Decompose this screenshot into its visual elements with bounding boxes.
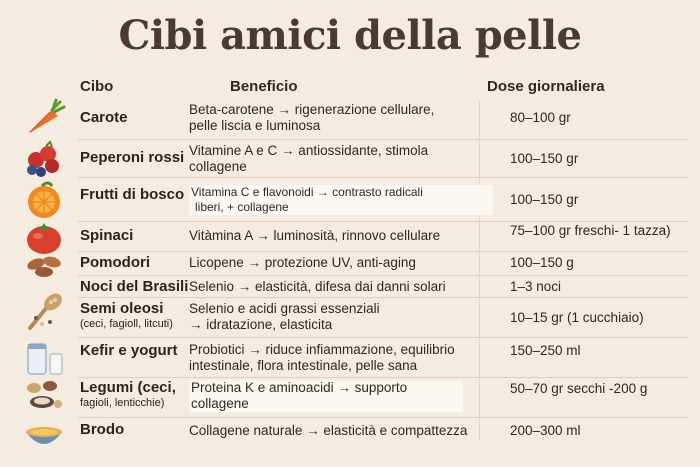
broth-bowl-icon [26, 427, 62, 444]
benefit-line: pelle liscia e luminosa [189, 118, 321, 133]
food-name: Legumi (ceci, fagioli, lenticchie) [80, 379, 176, 409]
benefit-line: intestinale, flora intestinale, pelle sa… [189, 358, 418, 373]
benefit-line: collagene [191, 396, 249, 411]
row-divider [78, 251, 688, 252]
row-divider [78, 337, 688, 338]
benefit-line: collagene [189, 159, 247, 174]
benefit-line: Vitamina C e flavonoidi → contrasto radi… [191, 185, 423, 199]
food-name: Noci del Brasili [80, 278, 189, 295]
dose-value: 100–150 g [510, 255, 574, 270]
dose-value: 80–100 gr [510, 110, 571, 125]
row-divider [78, 377, 688, 378]
benefit-text: Proteina K e aminoacidi → supporto colla… [189, 380, 463, 412]
food-name: Kefir e yogurt [80, 342, 178, 359]
benefit-line: Vitamine A e C → antiossidante, stimola [189, 143, 429, 158]
benefit-line: Probiotici → riduce infiammazione, equil… [189, 342, 455, 357]
benefit-text: Selenio → elasticità, difesa dai danni s… [189, 279, 446, 294]
table-row: Pomodori Licopene → protezione UV, anti-… [0, 252, 700, 277]
benefit-text: Beta-carotene → rigenerazione cellulare,… [189, 102, 489, 134]
benefit-line: Selenio e acidi grassi essenziali [189, 301, 380, 316]
table-row: Carote Beta-carotene → rigenerazione cel… [0, 96, 700, 140]
dose-value: 100–150 gr [510, 151, 579, 166]
benefit-line: → idratazione, elasticita [189, 317, 333, 332]
dose-value: 1–3 noci [510, 279, 562, 294]
row-divider [78, 297, 688, 298]
row-divider [78, 275, 688, 276]
row-divider [78, 221, 688, 222]
benefit-text: Vitàmina A → luminosità, rinnovo cellula… [189, 228, 441, 243]
food-name: Semi oleosi (ceci, fagioll, litcuti) [80, 300, 173, 330]
row-divider [78, 177, 688, 178]
header-food: Cibo [80, 78, 114, 95]
orange-icon [28, 181, 60, 218]
seeds-spoon-icon [28, 293, 62, 330]
table-row: Spinaci Vitàmina A → luminosità, rinnovo… [0, 222, 700, 254]
food-name-sub: (ceci, fagioll, litcuti) [80, 318, 173, 330]
kefir-jar-icon [27, 343, 63, 375]
food-name-main: Legumi (ceci, [80, 379, 176, 396]
dose-value: 75–100 gr freschi- 1 tazza) [510, 223, 671, 238]
food-name: Brodo [80, 421, 125, 438]
benefit-text: Selenio e acidi grassi essenziali → idra… [189, 301, 489, 333]
legumes-icon [27, 381, 62, 408]
carrot-icon [28, 98, 66, 134]
row-divider [78, 417, 688, 418]
benefit-text: Licopene → protezione UV, anti-aging [189, 255, 416, 270]
benefit-line: Proteina K e aminoacidi → supporto [191, 380, 408, 395]
food-name-main: Semi oleosi [80, 300, 164, 317]
header-benefit: Beneficio [230, 78, 298, 95]
food-name: Frutti di bosco [80, 186, 185, 203]
table-row: Noci del Brasili Selenio → elasticità, d… [0, 276, 700, 298]
table-row: Legumi (ceci, fagioli, lenticchie) Prote… [0, 378, 700, 418]
food-name-sub: fagioli, lenticchie) [80, 397, 165, 409]
berries-icon [27, 140, 59, 177]
dose-value: 10–15 gr (1 cucchiaio) [510, 310, 644, 325]
benefit-text: Vitamina C e flavonoidi → contrasto radi… [189, 185, 493, 215]
column-divider [479, 100, 480, 440]
benefit-text: Vitamine A e C → antiossidante, stimola … [189, 143, 489, 175]
food-name: Carote [80, 109, 128, 126]
benefit-text: Collagene naturale → elasticità e compat… [189, 423, 468, 438]
benefit-line: Beta-carotene → rigenerazione cellulare, [189, 102, 435, 117]
table-row: Brodo Collagene naturale → elasticità e … [0, 418, 700, 448]
almonds-icon [27, 256, 61, 277]
dose-value: 150–250 ml [510, 343, 581, 358]
food-name: Spinaci [80, 227, 134, 244]
page-title: Cibi amici della pelle [118, 12, 582, 59]
table-row: Peperoni rossi Vitamine A e C → antiossi… [0, 140, 700, 178]
table-row: Kefir e yogurt Probiotici → riduce infia… [0, 338, 700, 378]
table-row: Frutti di bosco Vitamina C e flavonoidi … [0, 178, 700, 222]
header-dose: Dose giornaliera [487, 78, 605, 95]
tomato-icon [27, 223, 61, 254]
benefit-line: liberi, + collagene [195, 200, 289, 214]
food-name: Peperoni rossi [80, 149, 185, 166]
table-row: Semi oleosi (ceci, fagioll, litcuti) Sel… [0, 293, 700, 338]
dose-value: 100–150 gr [510, 192, 579, 207]
dose-value: 50–70 gr secchi -200 g [510, 381, 648, 396]
food-name: Pomodori [80, 254, 150, 271]
benefit-text: Probiotici → riduce infiammazione, equil… [189, 342, 489, 374]
dose-value: 200–300 ml [510, 423, 581, 438]
row-divider [78, 139, 688, 140]
